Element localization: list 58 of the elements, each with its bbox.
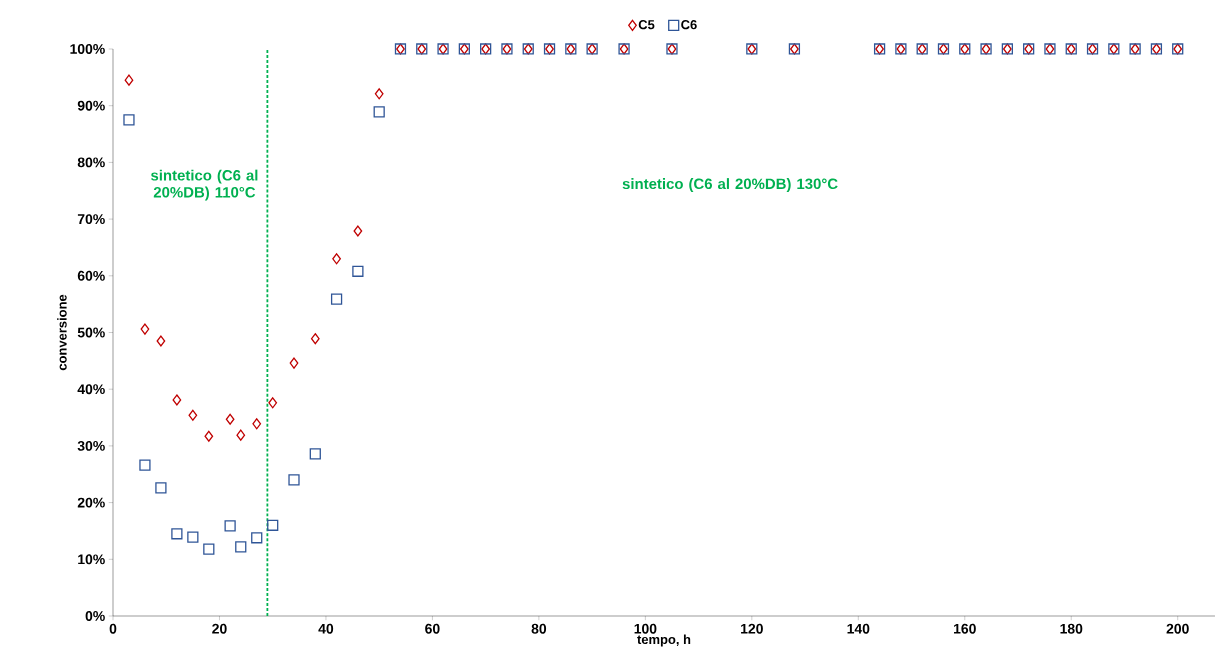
y-tick-label: 80% <box>77 157 105 168</box>
point <box>187 531 199 543</box>
point <box>204 430 214 442</box>
point <box>156 335 166 347</box>
x-tick-label: 160 <box>954 623 976 634</box>
y-tick-label: 30% <box>77 440 105 451</box>
x-tick-label: 80 <box>531 623 547 634</box>
point <box>188 409 198 421</box>
x-tick-label: 100 <box>634 623 657 634</box>
y-tick-label: 20% <box>77 497 105 508</box>
x-tick-label: 60 <box>425 623 440 634</box>
y-tick-label: 40% <box>77 384 105 395</box>
annotation: sintetico (C6 al 20%DB) 130°C <box>622 178 838 193</box>
point <box>330 293 343 305</box>
y-tick-label: 70% <box>77 214 105 225</box>
point <box>123 114 135 126</box>
point <box>309 448 321 460</box>
point <box>268 397 278 409</box>
point <box>310 333 320 345</box>
point <box>224 520 236 532</box>
annotation: sintetico (C6 al 20%DB) 110°C <box>151 169 258 201</box>
point <box>139 459 151 471</box>
point <box>251 532 263 544</box>
point <box>236 429 246 441</box>
point <box>374 88 384 100</box>
x-tick-label: 180 <box>1060 623 1083 634</box>
point <box>172 394 182 406</box>
point <box>171 528 183 540</box>
y-axis-title: conversione <box>57 294 67 371</box>
legend-label: C6 <box>681 20 697 30</box>
point <box>332 253 341 265</box>
point <box>373 106 385 118</box>
x-tick-label: 0 <box>109 623 117 634</box>
y-tick-label: 10% <box>78 554 105 565</box>
y-tick-label: 60% <box>77 270 105 281</box>
point <box>288 474 300 486</box>
x-axis-title: tempo, h <box>637 634 691 647</box>
point <box>289 357 299 369</box>
point <box>353 225 363 237</box>
point <box>124 74 134 86</box>
y-tick-label: 0% <box>85 611 105 621</box>
point <box>203 543 215 555</box>
legend-label: C5 <box>638 20 655 30</box>
point <box>235 541 247 553</box>
point <box>225 413 235 425</box>
y-tick-label: 100% <box>70 44 105 54</box>
x-tick-label: 200 <box>1166 623 1189 634</box>
point <box>252 418 262 430</box>
point <box>267 519 279 531</box>
x-tick-label: 120 <box>741 623 763 634</box>
x-tick-label: 20 <box>212 623 227 634</box>
point <box>352 265 364 277</box>
y-tick-label: 90% <box>77 100 105 111</box>
y-tick-label: 50% <box>77 327 105 338</box>
point <box>140 323 150 335</box>
point <box>155 482 167 494</box>
x-tick-label: 140 <box>847 623 870 634</box>
x-tick-label: 40 <box>318 623 334 634</box>
